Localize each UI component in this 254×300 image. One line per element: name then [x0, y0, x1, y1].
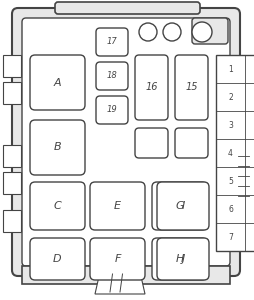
Text: J: J: [181, 254, 185, 264]
Text: H: H: [175, 254, 184, 264]
FancyBboxPatch shape: [30, 120, 85, 175]
Text: 19: 19: [107, 106, 117, 115]
Text: C: C: [54, 201, 61, 211]
Circle shape: [139, 23, 157, 41]
Text: 6: 6: [228, 205, 233, 214]
FancyBboxPatch shape: [96, 96, 128, 124]
FancyBboxPatch shape: [12, 8, 240, 276]
Circle shape: [163, 23, 181, 41]
FancyBboxPatch shape: [157, 238, 209, 280]
Bar: [3, 82, 21, 104]
Text: 1: 1: [228, 64, 233, 74]
Text: 5: 5: [228, 176, 233, 185]
Text: 3: 3: [228, 121, 233, 130]
Text: D: D: [53, 254, 62, 264]
Text: 2: 2: [228, 92, 233, 101]
Text: E: E: [114, 201, 121, 211]
FancyBboxPatch shape: [192, 18, 228, 44]
FancyBboxPatch shape: [30, 182, 85, 230]
FancyBboxPatch shape: [96, 62, 128, 90]
Circle shape: [192, 22, 212, 42]
FancyBboxPatch shape: [175, 55, 208, 120]
FancyBboxPatch shape: [90, 238, 145, 280]
FancyBboxPatch shape: [96, 28, 128, 56]
FancyBboxPatch shape: [175, 128, 208, 158]
Text: I: I: [181, 201, 185, 211]
Bar: [3, 210, 21, 232]
Text: 4: 4: [228, 148, 233, 158]
FancyBboxPatch shape: [90, 182, 145, 230]
Text: 17: 17: [107, 38, 117, 46]
Bar: [3, 172, 21, 194]
FancyBboxPatch shape: [157, 182, 209, 230]
Text: 7: 7: [228, 232, 233, 242]
Bar: [3, 55, 21, 77]
Polygon shape: [95, 272, 145, 294]
Text: 15: 15: [185, 82, 198, 92]
Bar: [236, 148, 251, 208]
FancyBboxPatch shape: [30, 55, 85, 110]
FancyBboxPatch shape: [22, 18, 230, 266]
Text: F: F: [114, 254, 121, 264]
Bar: [216, 55, 254, 251]
Text: 16: 16: [145, 82, 158, 92]
Bar: [3, 145, 21, 167]
FancyBboxPatch shape: [152, 238, 207, 280]
FancyBboxPatch shape: [135, 55, 168, 120]
FancyBboxPatch shape: [55, 2, 200, 14]
Bar: [22, 266, 230, 284]
Text: 18: 18: [107, 71, 117, 80]
FancyBboxPatch shape: [152, 182, 207, 230]
FancyBboxPatch shape: [30, 238, 85, 280]
FancyBboxPatch shape: [135, 128, 168, 158]
Text: A: A: [54, 77, 61, 88]
Text: G: G: [175, 201, 184, 211]
Text: B: B: [54, 142, 61, 152]
